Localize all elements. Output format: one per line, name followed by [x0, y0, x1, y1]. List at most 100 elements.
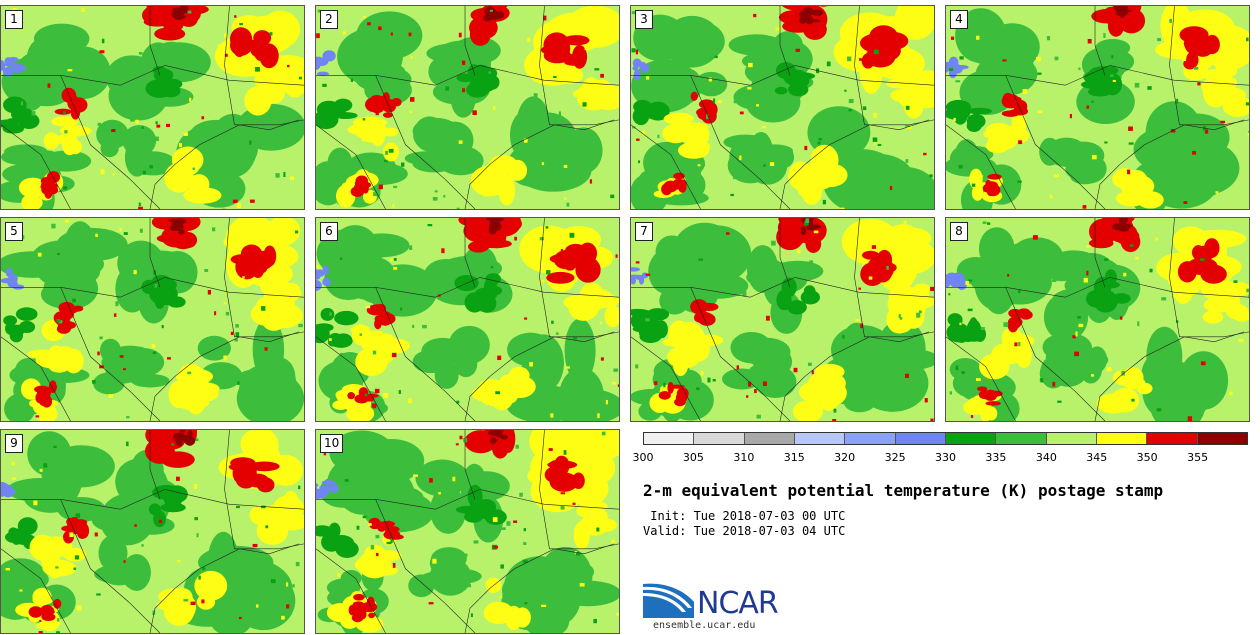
field-speck [113, 313, 117, 317]
field-blob [368, 517, 381, 530]
field-blob [478, 239, 512, 249]
field-blob [235, 254, 259, 280]
field-blob [1056, 334, 1093, 364]
field-speck [375, 111, 379, 116]
field-speck [1057, 400, 1062, 403]
field-speck [398, 390, 401, 395]
field-speck [850, 23, 855, 28]
field-speck [1018, 290, 1021, 294]
field-speck [551, 622, 555, 628]
panel-label: 3 [635, 10, 653, 29]
field-speck [763, 164, 766, 167]
field-blob [804, 9, 810, 16]
field-speck [56, 631, 60, 633]
field-blob [428, 339, 465, 366]
field-blob [658, 391, 671, 400]
field-speck [475, 395, 480, 400]
field-speck [340, 257, 343, 260]
field-speck [500, 564, 504, 569]
field-blob [467, 484, 483, 508]
field-blob [26, 189, 41, 199]
field-blob [534, 128, 590, 169]
field-blob [3, 96, 27, 114]
field-speck [123, 560, 126, 563]
boundary-line [60, 75, 161, 209]
field-blob [581, 77, 601, 106]
field-speck [646, 76, 650, 80]
boundary-line [631, 65, 934, 86]
field-blob [375, 565, 398, 576]
field-speck [809, 260, 814, 264]
field-speck [1036, 56, 1041, 62]
field-speck [970, 415, 974, 418]
field-blob [483, 601, 514, 625]
boundary-line [946, 277, 1249, 298]
field-blob [67, 100, 85, 108]
boundary-line [854, 218, 934, 338]
field-speck [804, 221, 809, 226]
colorbar-swatch [794, 433, 846, 444]
field-speck [408, 32, 412, 37]
colorbar [643, 432, 1248, 445]
field-speck [428, 602, 434, 605]
panel-label: 9 [5, 434, 23, 453]
field-speck [1248, 131, 1249, 134]
field-speck [282, 281, 288, 286]
colorbar-swatch [895, 433, 946, 444]
field-blob [354, 557, 380, 573]
boundary-line [1, 489, 304, 510]
field-speck [1078, 67, 1081, 70]
field-blob [15, 307, 38, 321]
field-speck [565, 366, 571, 369]
field-blob [667, 382, 674, 394]
field-speck [687, 97, 691, 101]
field-speck [434, 190, 438, 193]
field-blob [815, 366, 835, 387]
field-speck [1052, 279, 1057, 282]
field-speck [384, 160, 388, 163]
field-blob [41, 606, 50, 618]
field-blob [334, 310, 359, 326]
field-speck [560, 249, 563, 254]
field-blob [152, 484, 181, 500]
field-speck [898, 314, 901, 319]
field-blob [328, 522, 341, 539]
ncar-logo-icon [643, 583, 694, 618]
field-speck [600, 357, 604, 361]
field-speck [1119, 316, 1123, 320]
field-speck [287, 64, 290, 68]
field-blob [167, 296, 186, 308]
field-speck [1106, 367, 1112, 372]
field-speck [905, 255, 910, 260]
field-speck [1131, 398, 1135, 402]
boundary-line [375, 287, 476, 421]
field-speck [372, 350, 377, 355]
panel-label: 2 [320, 10, 338, 29]
field-speck [698, 258, 703, 261]
temperature-field [1, 6, 304, 209]
field-speck [871, 245, 877, 249]
field-blob [788, 218, 809, 245]
field-speck [611, 539, 615, 544]
field-speck [154, 136, 159, 141]
field-blob [806, 225, 817, 231]
field-speck [899, 317, 903, 320]
field-speck [424, 130, 429, 136]
field-speck [51, 223, 56, 229]
field-speck [1069, 114, 1072, 119]
field-speck [980, 327, 985, 331]
field-speck [350, 78, 353, 82]
field-blob [1204, 34, 1220, 55]
field-speck [364, 621, 367, 624]
boundary-line [464, 119, 615, 209]
field-blob [168, 380, 190, 409]
field-blob [867, 255, 894, 279]
field-blob [183, 434, 189, 442]
field-blob [176, 14, 187, 19]
field-speck [412, 474, 418, 477]
field-speck [290, 176, 295, 180]
field-speck [645, 273, 651, 276]
field-speck [474, 91, 477, 95]
field-speck [155, 121, 158, 125]
field-speck [214, 311, 217, 316]
